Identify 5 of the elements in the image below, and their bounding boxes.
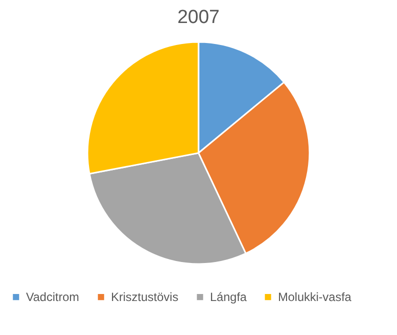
legend-label: Molukki-vasfa [278, 290, 352, 304]
legend-label: Vadcitrom [26, 290, 80, 304]
legend-label: Krisztustövis [111, 290, 178, 304]
legend-label: Lángfa [210, 290, 248, 304]
chart-title: 2007 [177, 7, 220, 28]
